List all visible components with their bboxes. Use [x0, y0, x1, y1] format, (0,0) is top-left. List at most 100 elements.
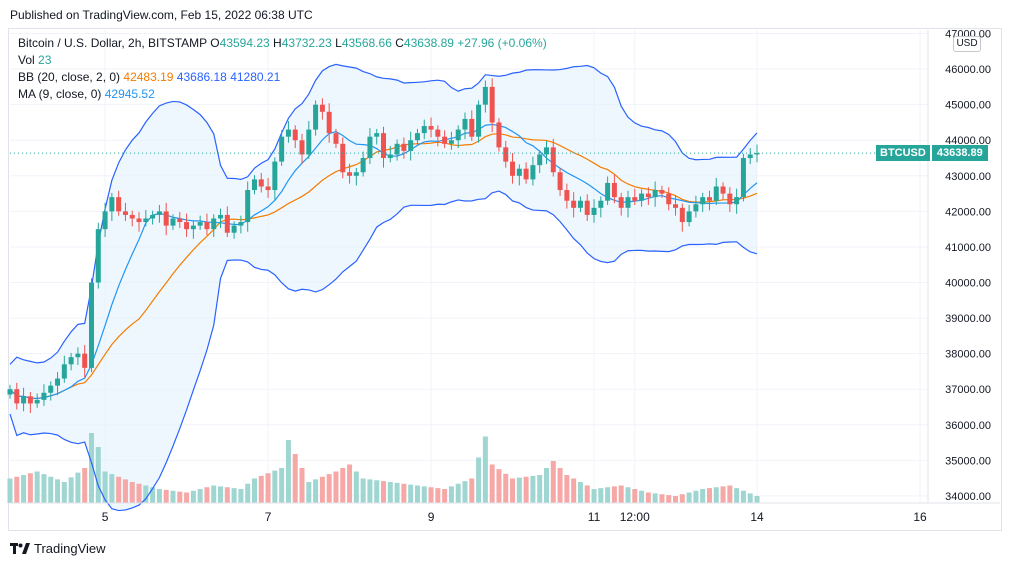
volume-bar	[136, 483, 142, 503]
candle-body	[401, 143, 407, 151]
bb-lower-line	[9, 190, 758, 512]
candle-body	[673, 204, 679, 208]
last-price-tag: BTCUSD 43638.89	[876, 145, 988, 161]
candle-body	[482, 86, 488, 105]
y-tick-label: 43000.00	[945, 171, 991, 183]
volume-bar	[360, 478, 366, 503]
volume-bar	[713, 487, 719, 503]
volume-bar	[102, 471, 108, 503]
candle-body	[550, 147, 556, 173]
candle-body	[693, 204, 699, 212]
candle-body	[184, 222, 190, 230]
volume-bar	[129, 482, 135, 503]
candle-body	[82, 353, 88, 368]
volume-bar	[550, 461, 556, 503]
volume-bar	[537, 475, 543, 503]
candle-body	[727, 193, 733, 205]
candle-body	[129, 214, 135, 219]
candle-body	[598, 200, 604, 208]
volume-bar	[319, 476, 325, 503]
candle-body	[170, 218, 176, 226]
candle-body	[754, 153, 760, 155]
candle-body	[197, 222, 203, 226]
candle-body	[21, 396, 27, 404]
candle-body	[102, 211, 108, 230]
candle-body	[639, 193, 645, 201]
volume-bar	[591, 489, 597, 503]
volume-bar	[122, 479, 128, 503]
legend-open-label: O	[210, 36, 220, 50]
x-tick-label: 11	[588, 510, 601, 524]
volume-bar	[645, 492, 651, 503]
candle-body	[659, 190, 665, 194]
candle-body	[34, 399, 40, 404]
volume-bar	[435, 488, 441, 503]
volume-bar	[306, 482, 312, 503]
candle-body	[700, 197, 706, 205]
candle-body	[510, 161, 516, 176]
volume-bar	[482, 436, 488, 503]
candle-body	[523, 168, 529, 180]
candle-body	[605, 182, 611, 201]
volume-bar	[333, 471, 339, 503]
x-tick-label: 16	[913, 510, 927, 524]
volume-bar	[584, 485, 590, 503]
volume-bar	[476, 457, 482, 503]
volume-bar	[326, 474, 332, 503]
candle-body	[347, 172, 353, 176]
candle-body	[618, 197, 624, 208]
volume-bar	[564, 475, 570, 503]
legend-bb-basis: 42483.19	[123, 70, 174, 84]
volume-bar	[605, 487, 611, 503]
volume-bar	[27, 473, 33, 503]
price-tag-symbol: BTCUSD	[876, 145, 930, 161]
candle-body	[666, 193, 672, 205]
volume-bar	[632, 489, 638, 503]
x-tick-label: 14	[750, 510, 764, 524]
tradingview-logo-icon	[10, 542, 30, 554]
volume-bar	[340, 468, 346, 503]
y-tick-label: 35000.00	[945, 455, 991, 467]
candle-body	[503, 147, 509, 162]
currency-button[interactable]: USD	[953, 36, 981, 52]
candle-body	[265, 186, 271, 191]
candle-body	[713, 186, 719, 201]
volume-bar	[34, 471, 40, 503]
volume-bar	[41, 474, 47, 503]
candle-body	[251, 179, 257, 191]
candle-body	[122, 211, 128, 215]
candle-body	[632, 197, 638, 201]
candle-body	[55, 378, 61, 386]
legend-close-label: C	[395, 36, 404, 50]
volume-bar	[61, 482, 67, 503]
volume-bar	[489, 464, 495, 503]
legend: Bitcoin / U.S. Dollar, 2h, BITSTAMP O435…	[18, 35, 547, 103]
legend-change: +27.96 (+0.06%)	[457, 36, 547, 50]
legend-bb-label: BB (20, close, 2, 0)	[18, 70, 121, 84]
candle-body	[163, 211, 169, 226]
candle-body	[679, 207, 685, 223]
candle-body	[88, 282, 94, 368]
legend-ohlc-row: Bitcoin / U.S. Dollar, 2h, BITSTAMP O435…	[18, 35, 547, 52]
legend-bb-upper: 43686.18	[176, 70, 227, 84]
volume-bar	[238, 489, 244, 503]
candle-body	[116, 197, 122, 212]
volume-bar	[313, 479, 319, 503]
volume-bar	[353, 471, 359, 503]
candle-body	[136, 218, 142, 223]
candle-body	[442, 136, 448, 144]
tradingview-brand[interactable]: TradingView	[10, 541, 106, 556]
volume-bar	[408, 484, 414, 503]
volume-bar	[285, 440, 291, 503]
candle-body	[211, 218, 217, 230]
volume-bar	[177, 491, 183, 503]
legend-high: 43732.23	[281, 36, 332, 50]
candle-body	[645, 193, 651, 198]
volume-bar	[184, 492, 190, 503]
candle-body	[489, 86, 495, 123]
legend-open: 43594.23	[219, 36, 270, 50]
candle-body	[61, 364, 67, 379]
volume-bar	[224, 487, 230, 503]
candle-body	[95, 229, 101, 283]
